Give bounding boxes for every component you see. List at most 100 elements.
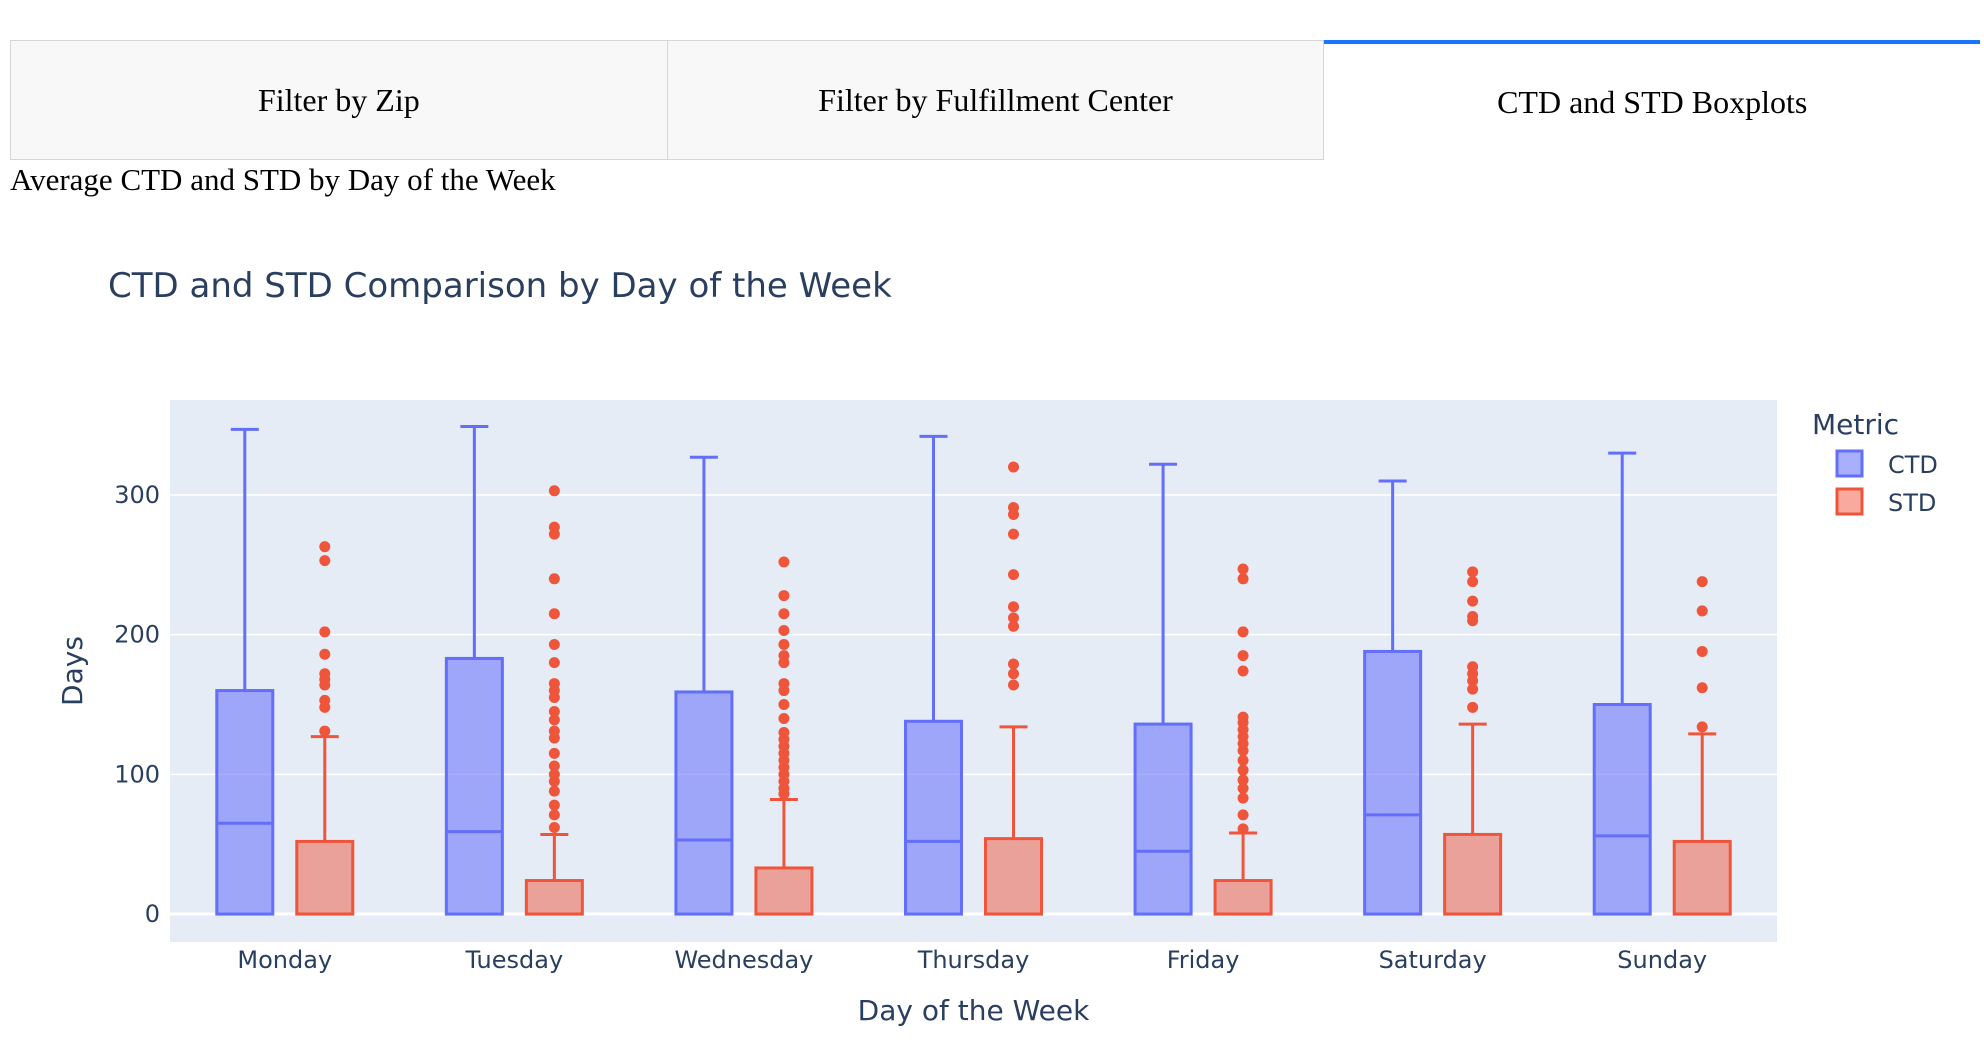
outlier-point bbox=[778, 590, 790, 602]
box-std-saturday[interactable] bbox=[1443, 566, 1503, 916]
outlier-point bbox=[1237, 711, 1249, 723]
box-ctd-sunday[interactable] bbox=[1592, 451, 1652, 916]
box-ctd-tuesday[interactable] bbox=[444, 425, 504, 916]
outlier-point bbox=[548, 725, 560, 737]
box-ctd-monday[interactable] bbox=[215, 427, 275, 916]
outlier-point bbox=[319, 668, 331, 680]
outlier-point bbox=[319, 725, 331, 737]
outlier-point bbox=[1008, 502, 1019, 514]
legend-label: STD bbox=[1888, 489, 1936, 517]
x-tick-label: Friday bbox=[1167, 946, 1240, 974]
outlier-point bbox=[548, 521, 560, 533]
box-body bbox=[904, 719, 963, 916]
outlier-point bbox=[1467, 611, 1479, 623]
outlier-point bbox=[1696, 645, 1708, 657]
x-tick-label: Thursday bbox=[917, 946, 1030, 974]
box-ctd-thursday[interactable] bbox=[904, 434, 963, 916]
outlier-point bbox=[548, 608, 560, 620]
outlier-point bbox=[548, 657, 560, 669]
legend-item-std[interactable]: STD bbox=[1835, 487, 1936, 517]
box-ctd-saturday[interactable] bbox=[1363, 479, 1423, 916]
outlier-point bbox=[1467, 566, 1479, 578]
outlier-point bbox=[548, 809, 560, 821]
box-traces bbox=[215, 425, 1732, 916]
y-axis-title: Days bbox=[56, 636, 89, 706]
outlier-point bbox=[548, 785, 560, 797]
x-axis-title: Day of the Week bbox=[858, 994, 1090, 1027]
outlier-point bbox=[1008, 461, 1019, 473]
plot-area bbox=[170, 400, 1777, 942]
outlier-point bbox=[1008, 620, 1019, 632]
outlier-point bbox=[778, 556, 790, 568]
box-std-wednesday[interactable] bbox=[754, 556, 814, 916]
outlier-point bbox=[1467, 595, 1479, 607]
outlier-point bbox=[778, 624, 790, 636]
box-body bbox=[1672, 839, 1732, 916]
box-std-tuesday[interactable] bbox=[524, 485, 584, 916]
outlier-point bbox=[778, 678, 790, 690]
outlier-point bbox=[548, 706, 560, 718]
outlier-point bbox=[548, 714, 560, 726]
legend-label: CTD bbox=[1888, 451, 1938, 479]
outlier-point bbox=[1237, 809, 1249, 821]
box-std-monday[interactable] bbox=[295, 541, 355, 916]
outlier-point bbox=[778, 638, 790, 650]
box-body bbox=[444, 656, 504, 916]
tab-filter-by-fulfillment-center[interactable]: Filter by Fulfillment Center bbox=[667, 40, 1325, 160]
legend[interactable]: Metric CTD STD bbox=[1812, 408, 1938, 517]
outlier-point bbox=[1008, 668, 1019, 680]
box-std-thursday[interactable] bbox=[984, 461, 1043, 916]
outlier-point bbox=[778, 650, 790, 662]
outlier-point bbox=[548, 768, 560, 780]
outlier-point bbox=[1467, 701, 1479, 713]
outlier-point bbox=[1008, 612, 1019, 624]
tab-bar: Filter by Zip Filter by Fulfillment Cent… bbox=[10, 40, 1981, 160]
x-tick-label: Tuesday bbox=[465, 946, 564, 974]
y-tick-label: 200 bbox=[114, 621, 160, 649]
outlier-point bbox=[1008, 569, 1019, 581]
y-tick-label: 100 bbox=[114, 760, 160, 788]
outlier-point bbox=[1237, 792, 1249, 804]
gridlines bbox=[170, 494, 1777, 916]
x-tick-label: Monday bbox=[237, 946, 332, 974]
legend-swatch bbox=[1835, 449, 1864, 478]
outlier-point bbox=[548, 821, 560, 833]
box-std-sunday[interactable] bbox=[1672, 576, 1732, 916]
outlier-point bbox=[1696, 682, 1708, 694]
tab-filter-by-zip[interactable]: Filter by Zip bbox=[10, 40, 668, 160]
outlier-point bbox=[1237, 650, 1249, 662]
box-body bbox=[1133, 722, 1193, 916]
outlier-point bbox=[1008, 679, 1019, 691]
outlier-point bbox=[1237, 774, 1249, 786]
outlier-point bbox=[1696, 576, 1708, 588]
box-body bbox=[1443, 832, 1503, 916]
legend-swatch bbox=[1835, 487, 1864, 516]
outlier-point bbox=[1467, 576, 1479, 588]
chart-title: CTD and STD Comparison by Day of the Wee… bbox=[108, 266, 892, 306]
box-body bbox=[1363, 649, 1423, 916]
x-tick-label: Wednesday bbox=[674, 946, 813, 974]
outlier-point bbox=[1237, 665, 1249, 677]
outlier-point bbox=[319, 626, 331, 638]
outlier-point bbox=[1237, 823, 1249, 835]
outlier-point bbox=[319, 541, 331, 553]
box-ctd-wednesday[interactable] bbox=[674, 455, 734, 916]
box-std-friday[interactable] bbox=[1213, 563, 1273, 916]
y-tick-label: 0 bbox=[145, 900, 160, 928]
outlier-point bbox=[319, 648, 331, 660]
outlier-point bbox=[319, 555, 331, 567]
outlier-point bbox=[548, 678, 560, 690]
outlier-point bbox=[1237, 563, 1249, 575]
outlier-point bbox=[548, 485, 560, 497]
outlier-point bbox=[1237, 782, 1249, 794]
outlier-point bbox=[1237, 573, 1249, 585]
outlier-point bbox=[1696, 605, 1708, 617]
box-body bbox=[1592, 703, 1652, 916]
box-body bbox=[524, 879, 584, 916]
legend-item-ctd[interactable]: CTD bbox=[1835, 449, 1938, 479]
box-body bbox=[295, 839, 355, 916]
box-ctd-friday[interactable] bbox=[1133, 462, 1193, 916]
outlier-point bbox=[1008, 601, 1019, 613]
tab-ctd-std-boxplots[interactable]: CTD and STD Boxplots bbox=[1324, 40, 1981, 160]
